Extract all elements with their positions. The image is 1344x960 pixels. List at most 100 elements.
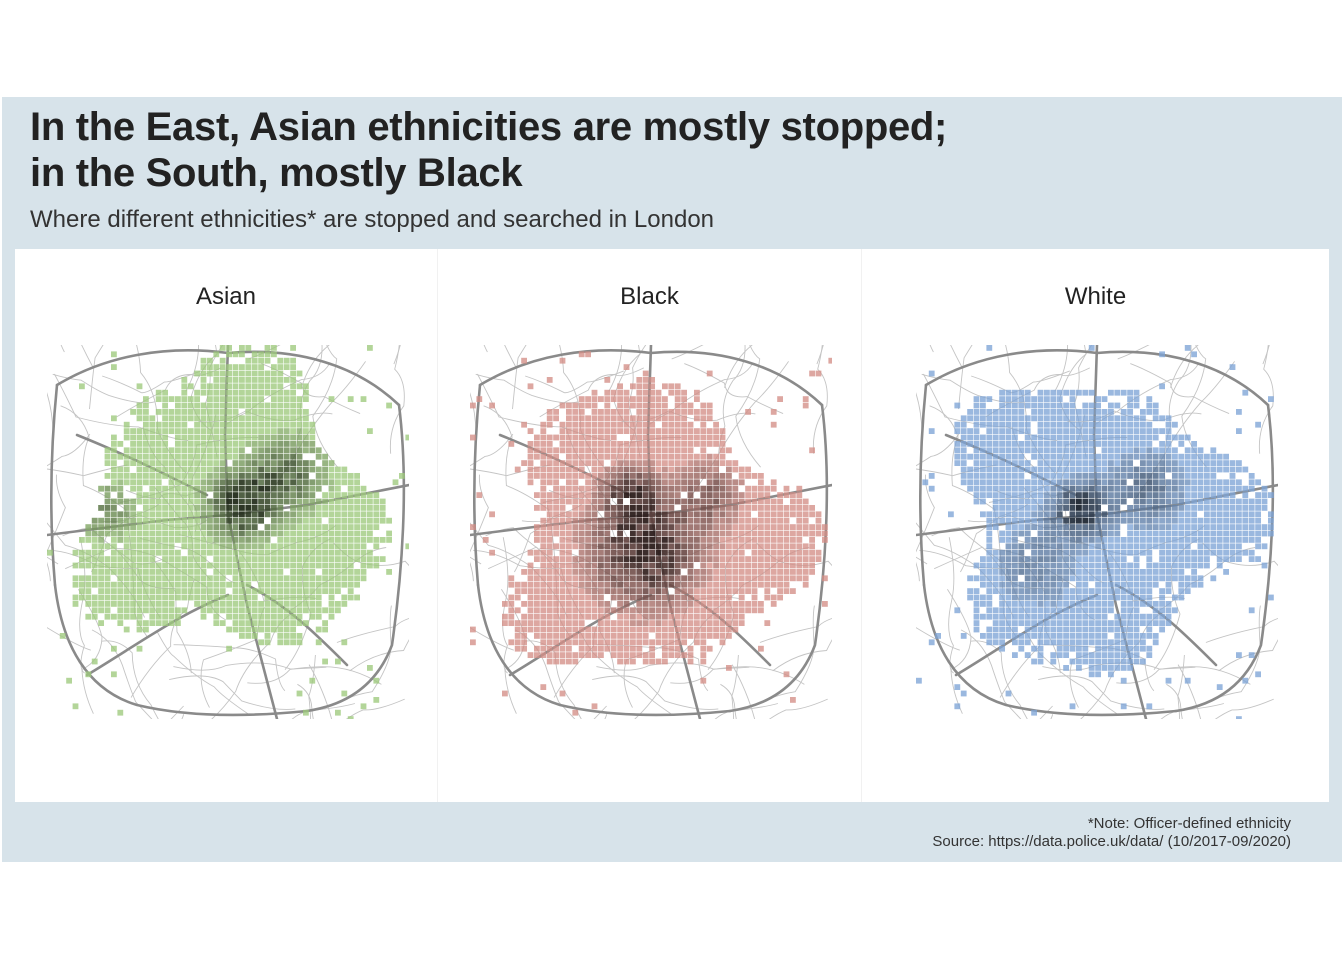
grid-cell	[130, 530, 136, 537]
grid-cell	[770, 537, 777, 543]
grid-cell-density	[264, 498, 271, 505]
grid-cell	[1037, 447, 1044, 454]
grid-cell	[1044, 453, 1050, 460]
grid-cell	[309, 594, 316, 601]
grid-cell	[258, 389, 264, 396]
grid-cell	[251, 607, 258, 614]
grid-cell	[980, 492, 986, 498]
minor-road	[1218, 639, 1278, 672]
grid-cell	[296, 569, 303, 575]
grid-cell	[303, 389, 309, 396]
grid-cell-density	[1152, 505, 1159, 511]
grid-cell	[111, 601, 117, 607]
grid-cell-density	[687, 537, 694, 543]
grid-cell-density	[226, 517, 232, 524]
grid-cell	[303, 473, 309, 479]
grid-cell	[591, 562, 598, 569]
grid-cell	[719, 575, 726, 582]
grid-cell-density	[598, 524, 604, 530]
grid-cell	[232, 434, 239, 441]
grid-cell-density	[681, 473, 687, 479]
grid-cell	[636, 466, 643, 473]
grid-cell	[386, 537, 392, 543]
grid-cell	[566, 569, 572, 575]
grid-cell	[578, 505, 585, 511]
grid-cell	[546, 639, 553, 646]
grid-cell-density	[104, 524, 111, 530]
grid-cell	[1024, 466, 1031, 473]
grid-cell	[239, 530, 245, 537]
grid-cell	[1095, 396, 1101, 402]
grid-cell-density	[598, 588, 604, 594]
grid-cell	[1216, 485, 1223, 492]
grid-cell	[566, 607, 572, 614]
grid-cell	[258, 575, 264, 582]
grid-cell-density	[732, 492, 739, 498]
grid-cell	[1050, 389, 1057, 396]
grid-cell	[111, 511, 117, 518]
grid-cell	[642, 607, 649, 614]
grid-cell	[1236, 428, 1242, 434]
grid-cell-density	[296, 434, 303, 441]
grid-cell-density	[662, 524, 668, 530]
grid-cell	[315, 594, 322, 601]
grid-cell	[1031, 409, 1037, 415]
grid-cell	[1012, 396, 1018, 402]
grid-cell	[967, 473, 973, 479]
grid-cell	[155, 409, 162, 415]
grid-cell-density	[706, 556, 713, 562]
grid-cell	[694, 524, 700, 530]
grid-cell-density	[309, 460, 316, 466]
grid-cell	[662, 620, 668, 626]
grid-cell	[168, 492, 175, 498]
grid-cell	[1159, 498, 1165, 505]
grid-cell	[534, 447, 540, 454]
grid-cell	[770, 479, 777, 486]
grid-cell-density	[610, 466, 617, 473]
grid-cell	[1114, 466, 1121, 473]
minor-road	[1153, 538, 1200, 670]
grid-cell	[79, 549, 85, 556]
grid-cell	[598, 620, 604, 626]
minor-road	[735, 345, 761, 468]
grid-cell	[1184, 447, 1191, 454]
grid-cell-density	[655, 594, 662, 601]
minor-road	[1038, 675, 1165, 710]
grid-cell	[360, 505, 367, 511]
grid-cell	[1095, 421, 1101, 428]
grid-cell	[719, 543, 726, 550]
grid-cell	[674, 607, 681, 614]
grid-cell	[700, 575, 707, 582]
grid-cell	[655, 594, 662, 601]
grid-cell-density	[251, 524, 258, 530]
grid-cell-density	[649, 575, 655, 582]
grid-cell	[143, 498, 149, 505]
grid-cell-density	[636, 524, 643, 530]
grid-cell	[610, 447, 617, 454]
grid-cell-density	[598, 569, 604, 575]
grid-cell	[1108, 428, 1114, 434]
grid-cell	[546, 441, 553, 447]
grid-cell	[802, 575, 809, 582]
grid-cell	[732, 466, 739, 473]
grid-cell	[610, 479, 617, 486]
grid-cell	[258, 402, 264, 409]
grid-cell	[1140, 492, 1146, 498]
grid-cell	[777, 562, 783, 569]
grid-cell	[168, 537, 175, 543]
grid-cell-density	[738, 479, 745, 486]
grid-cell	[271, 626, 277, 633]
grid-cell	[226, 530, 232, 537]
grid-cell-density	[591, 537, 598, 543]
grid-cell	[719, 524, 726, 530]
grid-cell	[213, 428, 220, 434]
grid-cell-density	[726, 498, 732, 505]
major-road	[1174, 403, 1275, 713]
grid-cell	[1114, 453, 1121, 460]
grid-cell	[277, 556, 284, 562]
grid-cell	[264, 402, 271, 409]
grid-cell	[296, 453, 303, 460]
grid-cell	[111, 556, 117, 562]
grid-cell-density	[655, 530, 662, 537]
grid-cell-density	[245, 543, 252, 550]
